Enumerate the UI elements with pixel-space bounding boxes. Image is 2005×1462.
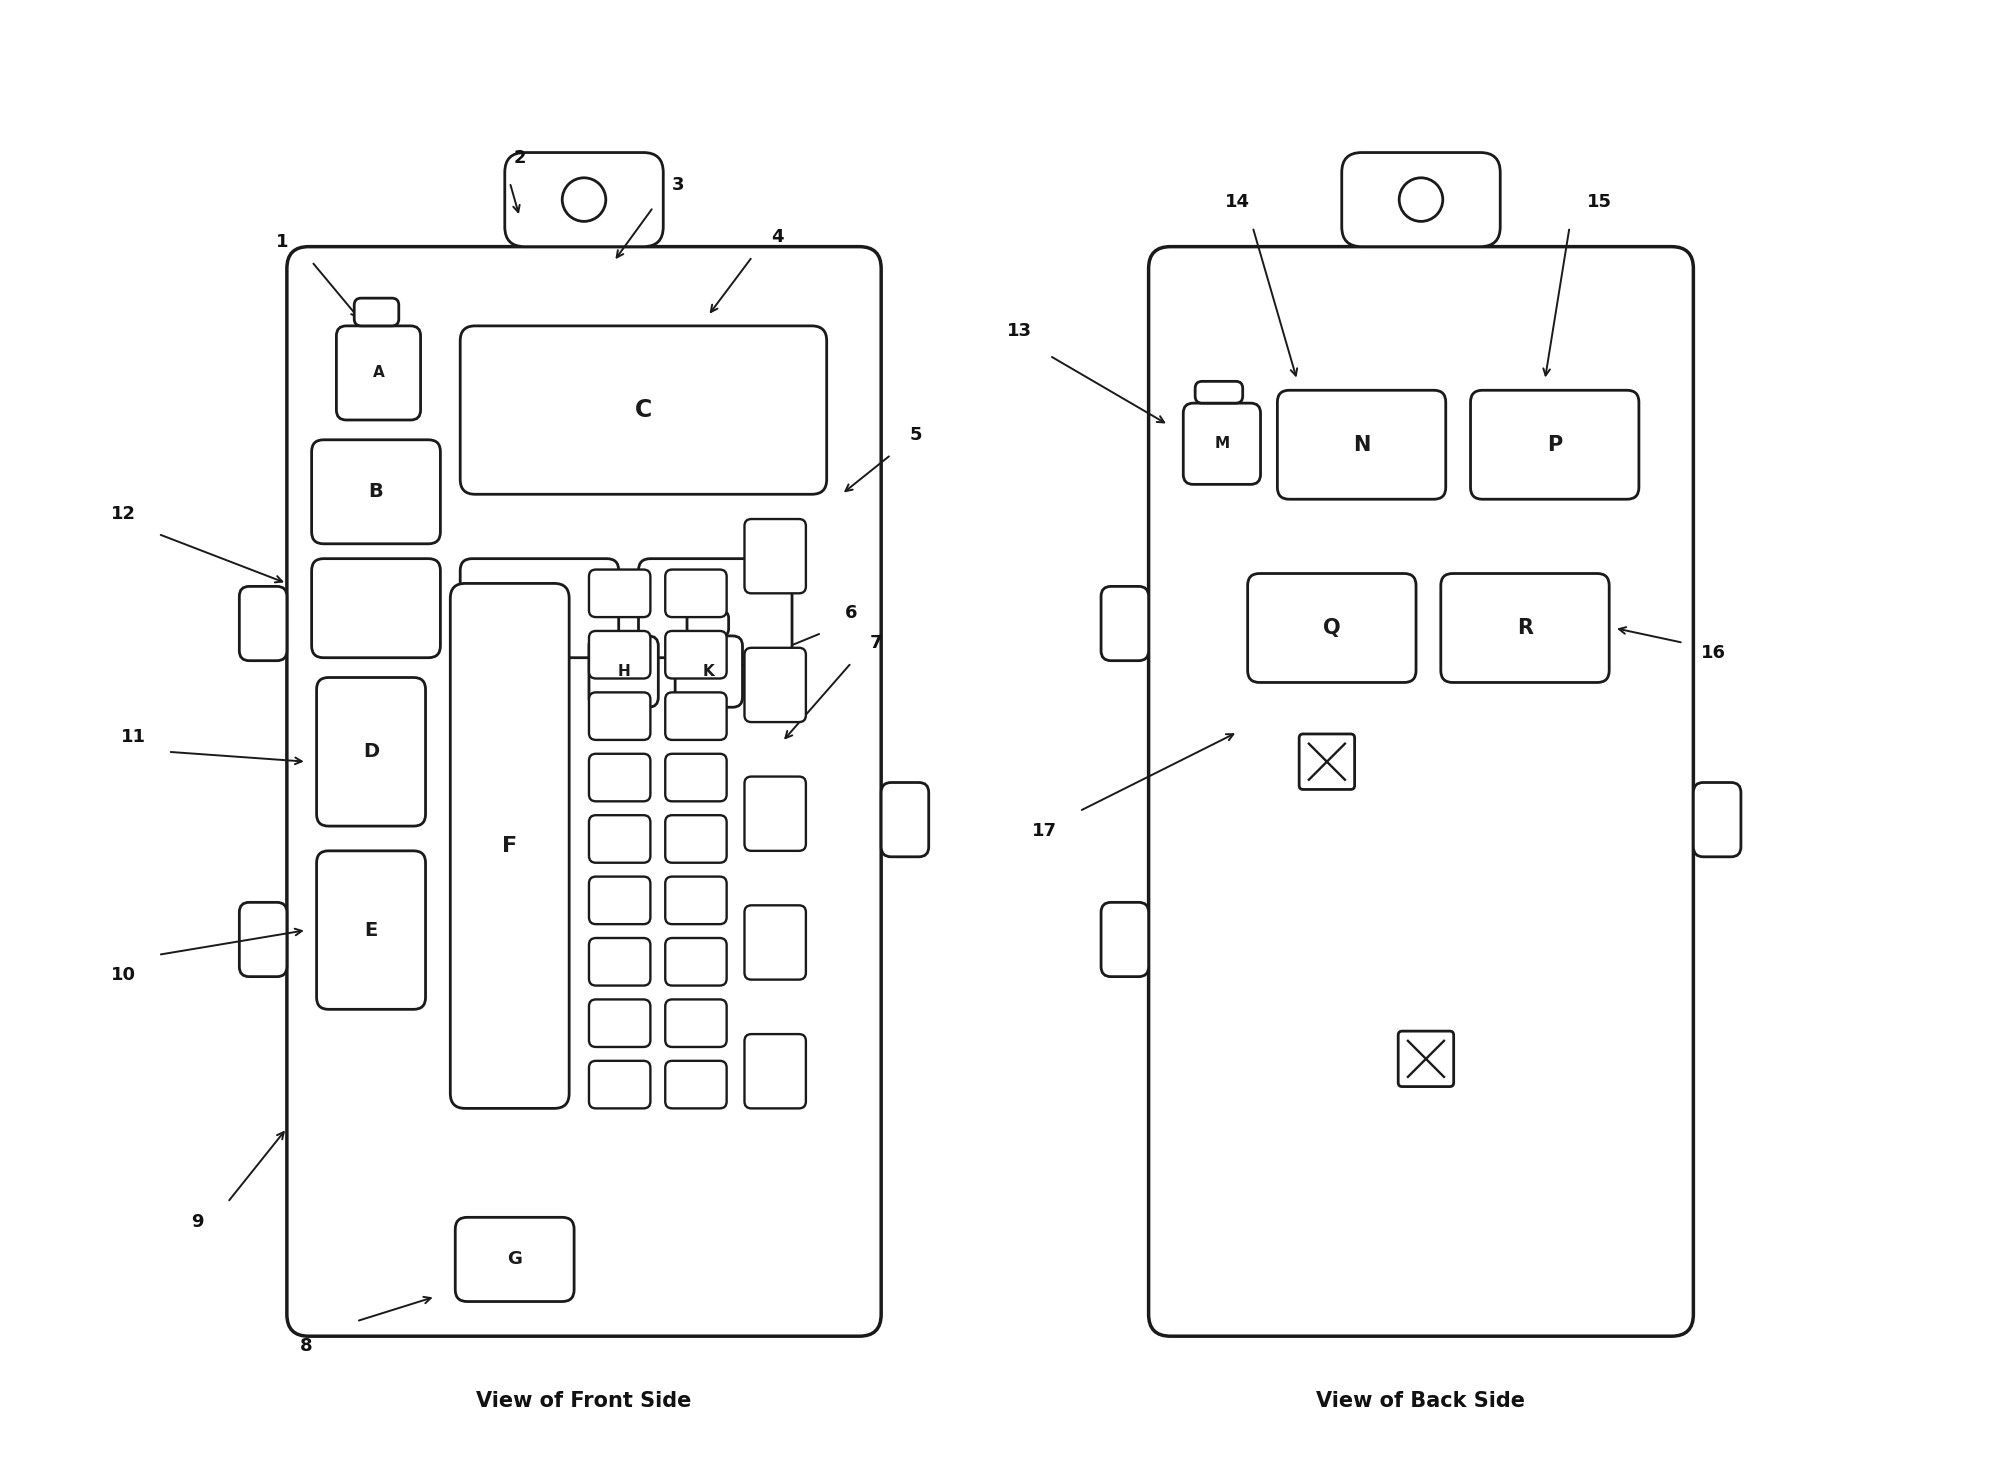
Text: 17: 17 bbox=[1033, 822, 1057, 841]
Text: M: M bbox=[1213, 436, 1229, 452]
FancyBboxPatch shape bbox=[1692, 782, 1740, 857]
Text: 15: 15 bbox=[1586, 193, 1610, 211]
FancyBboxPatch shape bbox=[1341, 152, 1500, 247]
Text: 7: 7 bbox=[870, 635, 882, 652]
FancyBboxPatch shape bbox=[1149, 247, 1692, 1336]
FancyBboxPatch shape bbox=[589, 1061, 650, 1108]
FancyBboxPatch shape bbox=[744, 776, 806, 851]
Text: 16: 16 bbox=[1700, 643, 1724, 662]
Text: 11: 11 bbox=[120, 728, 146, 746]
Text: N: N bbox=[1351, 434, 1369, 455]
FancyBboxPatch shape bbox=[317, 851, 425, 1009]
FancyBboxPatch shape bbox=[589, 877, 650, 924]
Text: D: D bbox=[363, 743, 379, 762]
Text: 4: 4 bbox=[770, 228, 784, 246]
FancyBboxPatch shape bbox=[1195, 382, 1241, 404]
FancyBboxPatch shape bbox=[666, 1061, 726, 1108]
FancyBboxPatch shape bbox=[1299, 734, 1353, 789]
FancyBboxPatch shape bbox=[744, 905, 806, 980]
FancyBboxPatch shape bbox=[666, 939, 726, 985]
Text: F: F bbox=[501, 836, 517, 855]
FancyBboxPatch shape bbox=[505, 152, 664, 247]
FancyBboxPatch shape bbox=[239, 902, 287, 977]
Text: Q: Q bbox=[1323, 618, 1339, 637]
Text: 14: 14 bbox=[1225, 193, 1249, 211]
Text: 3: 3 bbox=[672, 177, 684, 194]
FancyBboxPatch shape bbox=[744, 648, 806, 722]
Text: R: R bbox=[1516, 618, 1532, 637]
Text: View of Front Side: View of Front Side bbox=[475, 1390, 692, 1411]
FancyBboxPatch shape bbox=[666, 1000, 726, 1047]
FancyBboxPatch shape bbox=[744, 519, 806, 594]
Text: 12: 12 bbox=[110, 504, 136, 523]
FancyBboxPatch shape bbox=[666, 877, 726, 924]
FancyBboxPatch shape bbox=[666, 816, 726, 863]
FancyBboxPatch shape bbox=[459, 558, 618, 658]
Text: 2: 2 bbox=[513, 149, 525, 167]
FancyBboxPatch shape bbox=[317, 677, 425, 826]
Text: 5: 5 bbox=[908, 425, 922, 444]
FancyBboxPatch shape bbox=[287, 247, 880, 1336]
Text: H: H bbox=[618, 664, 630, 678]
Text: 1: 1 bbox=[275, 232, 289, 250]
FancyBboxPatch shape bbox=[239, 586, 287, 661]
Text: View of Back Side: View of Back Side bbox=[1315, 1390, 1524, 1411]
FancyBboxPatch shape bbox=[459, 326, 826, 494]
FancyBboxPatch shape bbox=[455, 1218, 573, 1301]
Text: 10: 10 bbox=[110, 966, 136, 984]
FancyBboxPatch shape bbox=[638, 558, 792, 658]
FancyBboxPatch shape bbox=[666, 570, 726, 617]
FancyBboxPatch shape bbox=[1397, 1031, 1454, 1086]
FancyBboxPatch shape bbox=[1277, 390, 1446, 499]
FancyBboxPatch shape bbox=[311, 558, 441, 658]
Text: A: A bbox=[373, 366, 385, 380]
Text: B: B bbox=[369, 482, 383, 501]
Text: P: P bbox=[1546, 434, 1562, 455]
FancyBboxPatch shape bbox=[589, 816, 650, 863]
FancyBboxPatch shape bbox=[666, 632, 726, 678]
FancyBboxPatch shape bbox=[589, 636, 658, 708]
Text: K: K bbox=[702, 664, 714, 678]
FancyBboxPatch shape bbox=[589, 939, 650, 985]
FancyBboxPatch shape bbox=[1247, 573, 1416, 683]
Text: 9: 9 bbox=[190, 1213, 205, 1231]
FancyBboxPatch shape bbox=[589, 632, 650, 678]
FancyBboxPatch shape bbox=[1470, 390, 1638, 499]
Text: 8: 8 bbox=[301, 1338, 313, 1355]
FancyBboxPatch shape bbox=[666, 693, 726, 740]
FancyBboxPatch shape bbox=[449, 583, 569, 1108]
Text: 13: 13 bbox=[1007, 322, 1033, 339]
FancyBboxPatch shape bbox=[1183, 404, 1259, 484]
FancyBboxPatch shape bbox=[1101, 902, 1149, 977]
FancyBboxPatch shape bbox=[744, 1034, 806, 1108]
FancyBboxPatch shape bbox=[589, 693, 650, 740]
FancyBboxPatch shape bbox=[676, 636, 742, 708]
FancyBboxPatch shape bbox=[1101, 586, 1149, 661]
Text: C: C bbox=[634, 398, 652, 423]
Text: 6: 6 bbox=[844, 604, 858, 623]
FancyBboxPatch shape bbox=[666, 754, 726, 801]
FancyBboxPatch shape bbox=[880, 782, 928, 857]
FancyBboxPatch shape bbox=[337, 326, 421, 420]
Text: E: E bbox=[365, 921, 377, 940]
FancyBboxPatch shape bbox=[355, 298, 399, 326]
FancyBboxPatch shape bbox=[589, 754, 650, 801]
FancyBboxPatch shape bbox=[589, 1000, 650, 1047]
FancyBboxPatch shape bbox=[686, 611, 728, 636]
FancyBboxPatch shape bbox=[311, 440, 441, 544]
Text: G: G bbox=[507, 1250, 521, 1269]
FancyBboxPatch shape bbox=[1440, 573, 1608, 683]
FancyBboxPatch shape bbox=[589, 570, 650, 617]
